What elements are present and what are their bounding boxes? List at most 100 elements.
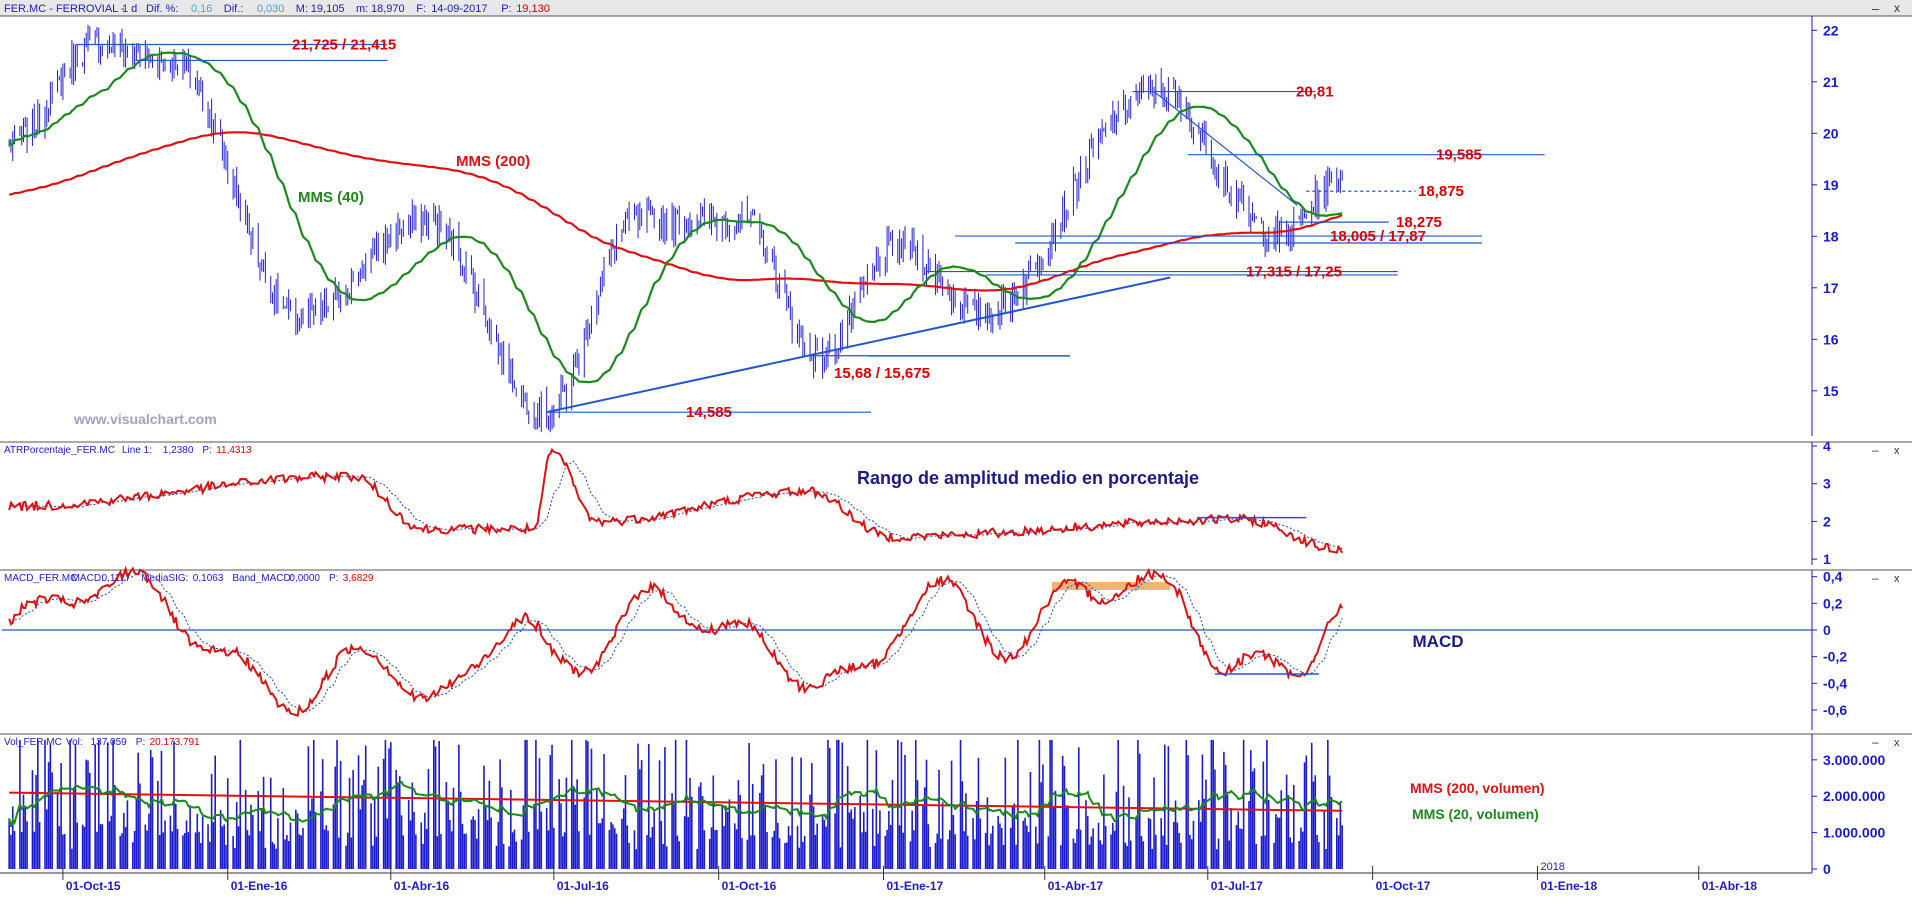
close-icon: x [1894, 445, 1900, 457]
price-stat-label: F: [416, 3, 426, 15]
price-y-tick-label: 22 [1823, 22, 1839, 38]
price-header-bar [0, 0, 1912, 16]
price-stat-value: 0,16 [191, 3, 212, 15]
price-stat-value: 14-09-2017 [431, 3, 487, 15]
x-tick-label: 01-Ene-18 [1540, 879, 1597, 892]
volume-y-tick-label: 2.000.000 [1823, 788, 1885, 804]
level-19585-label: 19,585 [1436, 147, 1482, 164]
price-stat-label: M: [296, 3, 308, 15]
atr-signal-line [8, 460, 1343, 550]
price-stat-label: Dif. %: [146, 3, 178, 15]
macd-header-label: MediaSIG: [141, 573, 188, 584]
x-tick-label: 01-Oct-15 [66, 879, 121, 892]
atr-header-value: 1,2380 [163, 445, 194, 456]
price-panel: 22 21 20 19 18 17 16 15 MMS (200) MMS (40) 21,725 … [0, 15, 1912, 436]
close-icon: x [1894, 737, 1900, 749]
x-tick-label: 01-Oct-16 [722, 879, 777, 892]
atr-y-tick-label: 2 [1823, 513, 1831, 529]
macd-y-tick-label: -0,2 [1823, 649, 1847, 665]
price-y-tick-label: 16 [1823, 331, 1839, 347]
downtrend-line-line [1153, 91, 1298, 206]
close-icon: x [1894, 573, 1900, 585]
macd-header-label: P: [329, 573, 338, 584]
price-stat-label: Dif.: [224, 3, 244, 15]
volume-header-value: 137.059 [91, 737, 128, 748]
volume-header-label: P: [136, 737, 145, 748]
macd-highlight-band [1051, 582, 1171, 590]
level-17315-label: 17,315 / 17,25 [1246, 264, 1342, 281]
macd-y-tick-label: 0 [1823, 622, 1831, 638]
level-1568-label: 15,68 / 15,675 [834, 365, 930, 382]
atr-title: Rango de amplitud medio en porcentaje [857, 468, 1199, 488]
volume-y-tick-label: 1.000.000 [1823, 825, 1885, 841]
minimize-icon[interactable]: – [1872, 1, 1880, 16]
atr-panel: 4 3 2 1 ATRPorcentaje_FER.MC Line 1: 1,2380 P: 1… [0, 438, 1912, 567]
level-21725-label: 21,725 / 21,415 [292, 36, 396, 53]
price-y-tick-label: 17 [1823, 280, 1839, 296]
price-stat-value: 0,030 [257, 3, 285, 15]
atr-header-label: Line 1: [122, 445, 152, 456]
x-tick-label: 01-Ene-16 [231, 879, 288, 892]
minimize-icon: – [1872, 443, 1879, 457]
price-stat-label: P: [501, 3, 511, 15]
volume-y-tick-label: 0 [1823, 861, 1831, 877]
level-18875-label: 18,875 [1418, 183, 1464, 200]
x-tick-label: 01-Oct-17 [1376, 879, 1431, 892]
level-18275-label: 18,275 [1396, 214, 1442, 231]
volume-sma20-label: MMS (20, volumen) [1412, 806, 1539, 822]
volume-sma20-line [8, 780, 1343, 827]
macd-y-tick-label: 0,2 [1823, 595, 1843, 611]
price-stat-value: 18,970 [371, 3, 405, 15]
macd-header-label: MACD: [72, 573, 104, 584]
minimize-icon: – [1872, 735, 1879, 749]
level-2081-label: 20,81 [1296, 84, 1334, 101]
macd-header-label: Band_MACD: [232, 573, 293, 584]
macd-header-name: MACD_FER.MC [4, 573, 77, 584]
sma200-label: MMS (200) [456, 153, 530, 170]
x-year-label: 2018 [1540, 861, 1564, 873]
volume-sma200-label: MMS (200, volumen) [1410, 780, 1545, 796]
macd-signal-line [8, 571, 1343, 712]
atr-y-tick-label: 1 [1823, 551, 1831, 567]
macd-main-line [8, 565, 1344, 718]
close-icon[interactable]: x [1894, 1, 1900, 15]
x-tick-label: 01-Abr-18 [1702, 879, 1758, 892]
macd-header-value: 3,6829 [343, 573, 374, 584]
atr-y-tick-label: 4 [1823, 438, 1831, 454]
volume-header-label: Vol: [66, 737, 83, 748]
level-18005-label: 18,005 / 17,87 [1330, 228, 1426, 245]
volume-header-value: 20.173.791 [150, 737, 200, 748]
macd-panel: 0,40,20-0,2-0,4-0,6MACD_FER.MCMACD:0,111… [0, 565, 1912, 730]
x-axis: 01-Oct-15 01-Ene-16 01-Abr-16 01-Jul-16 01-O… [0, 861, 1812, 893]
price-y-tick-label: 15 [1823, 383, 1839, 399]
macd-y-tick-label: 0,4 [1823, 569, 1843, 585]
uptrend-support-line [546, 276, 1171, 414]
volume-y-tick-label: 3.000.000 [1823, 752, 1885, 768]
price-header-timeframe: 1 d [122, 3, 137, 15]
price-header-stats: Dif. %: 0,16 Dif.: 0,030 M: 19,105 m: 18,970 F: 1… [146, 3, 550, 15]
sma40-line [8, 51, 1343, 384]
atr-header-value: 11,4313 [216, 445, 252, 456]
macd-header-value: 0,0000 [289, 573, 320, 584]
watermark: www.visualchart.com [73, 411, 217, 427]
price-stat-value: 19,130 [516, 3, 550, 15]
sma200-line [8, 131, 1343, 292]
price-stat-value: 19,105 [311, 3, 345, 15]
macd-y-tick-label: -0,6 [1823, 702, 1847, 718]
macd-title: MACD [1413, 632, 1464, 651]
price-y-tick-label: 21 [1823, 74, 1839, 90]
x-tick-label: 01-Jul-16 [557, 879, 609, 892]
price-header-symbol: FER.MC - FERROVIAL - [4, 3, 125, 15]
macd-y-tick-label: -0,4 [1823, 675, 1847, 691]
volume-panel: 3.000.000 2.000.000 1.000.000 0 Vol_FER.MC Vo… [0, 733, 1912, 877]
macd-header-value: 0,1063 [193, 573, 224, 584]
x-tick-label: 01-Abr-16 [394, 879, 450, 892]
level-14585-label: 14,585 [686, 404, 732, 421]
minimize-icon: – [1872, 571, 1879, 585]
atr-header-name: ATRPorcentaje_FER.MC [4, 445, 115, 456]
volume-header-name: Vol_FER.MC [4, 737, 62, 748]
sma40-label: MMS (40) [298, 189, 364, 206]
price-y-tick-label: 18 [1823, 228, 1839, 244]
